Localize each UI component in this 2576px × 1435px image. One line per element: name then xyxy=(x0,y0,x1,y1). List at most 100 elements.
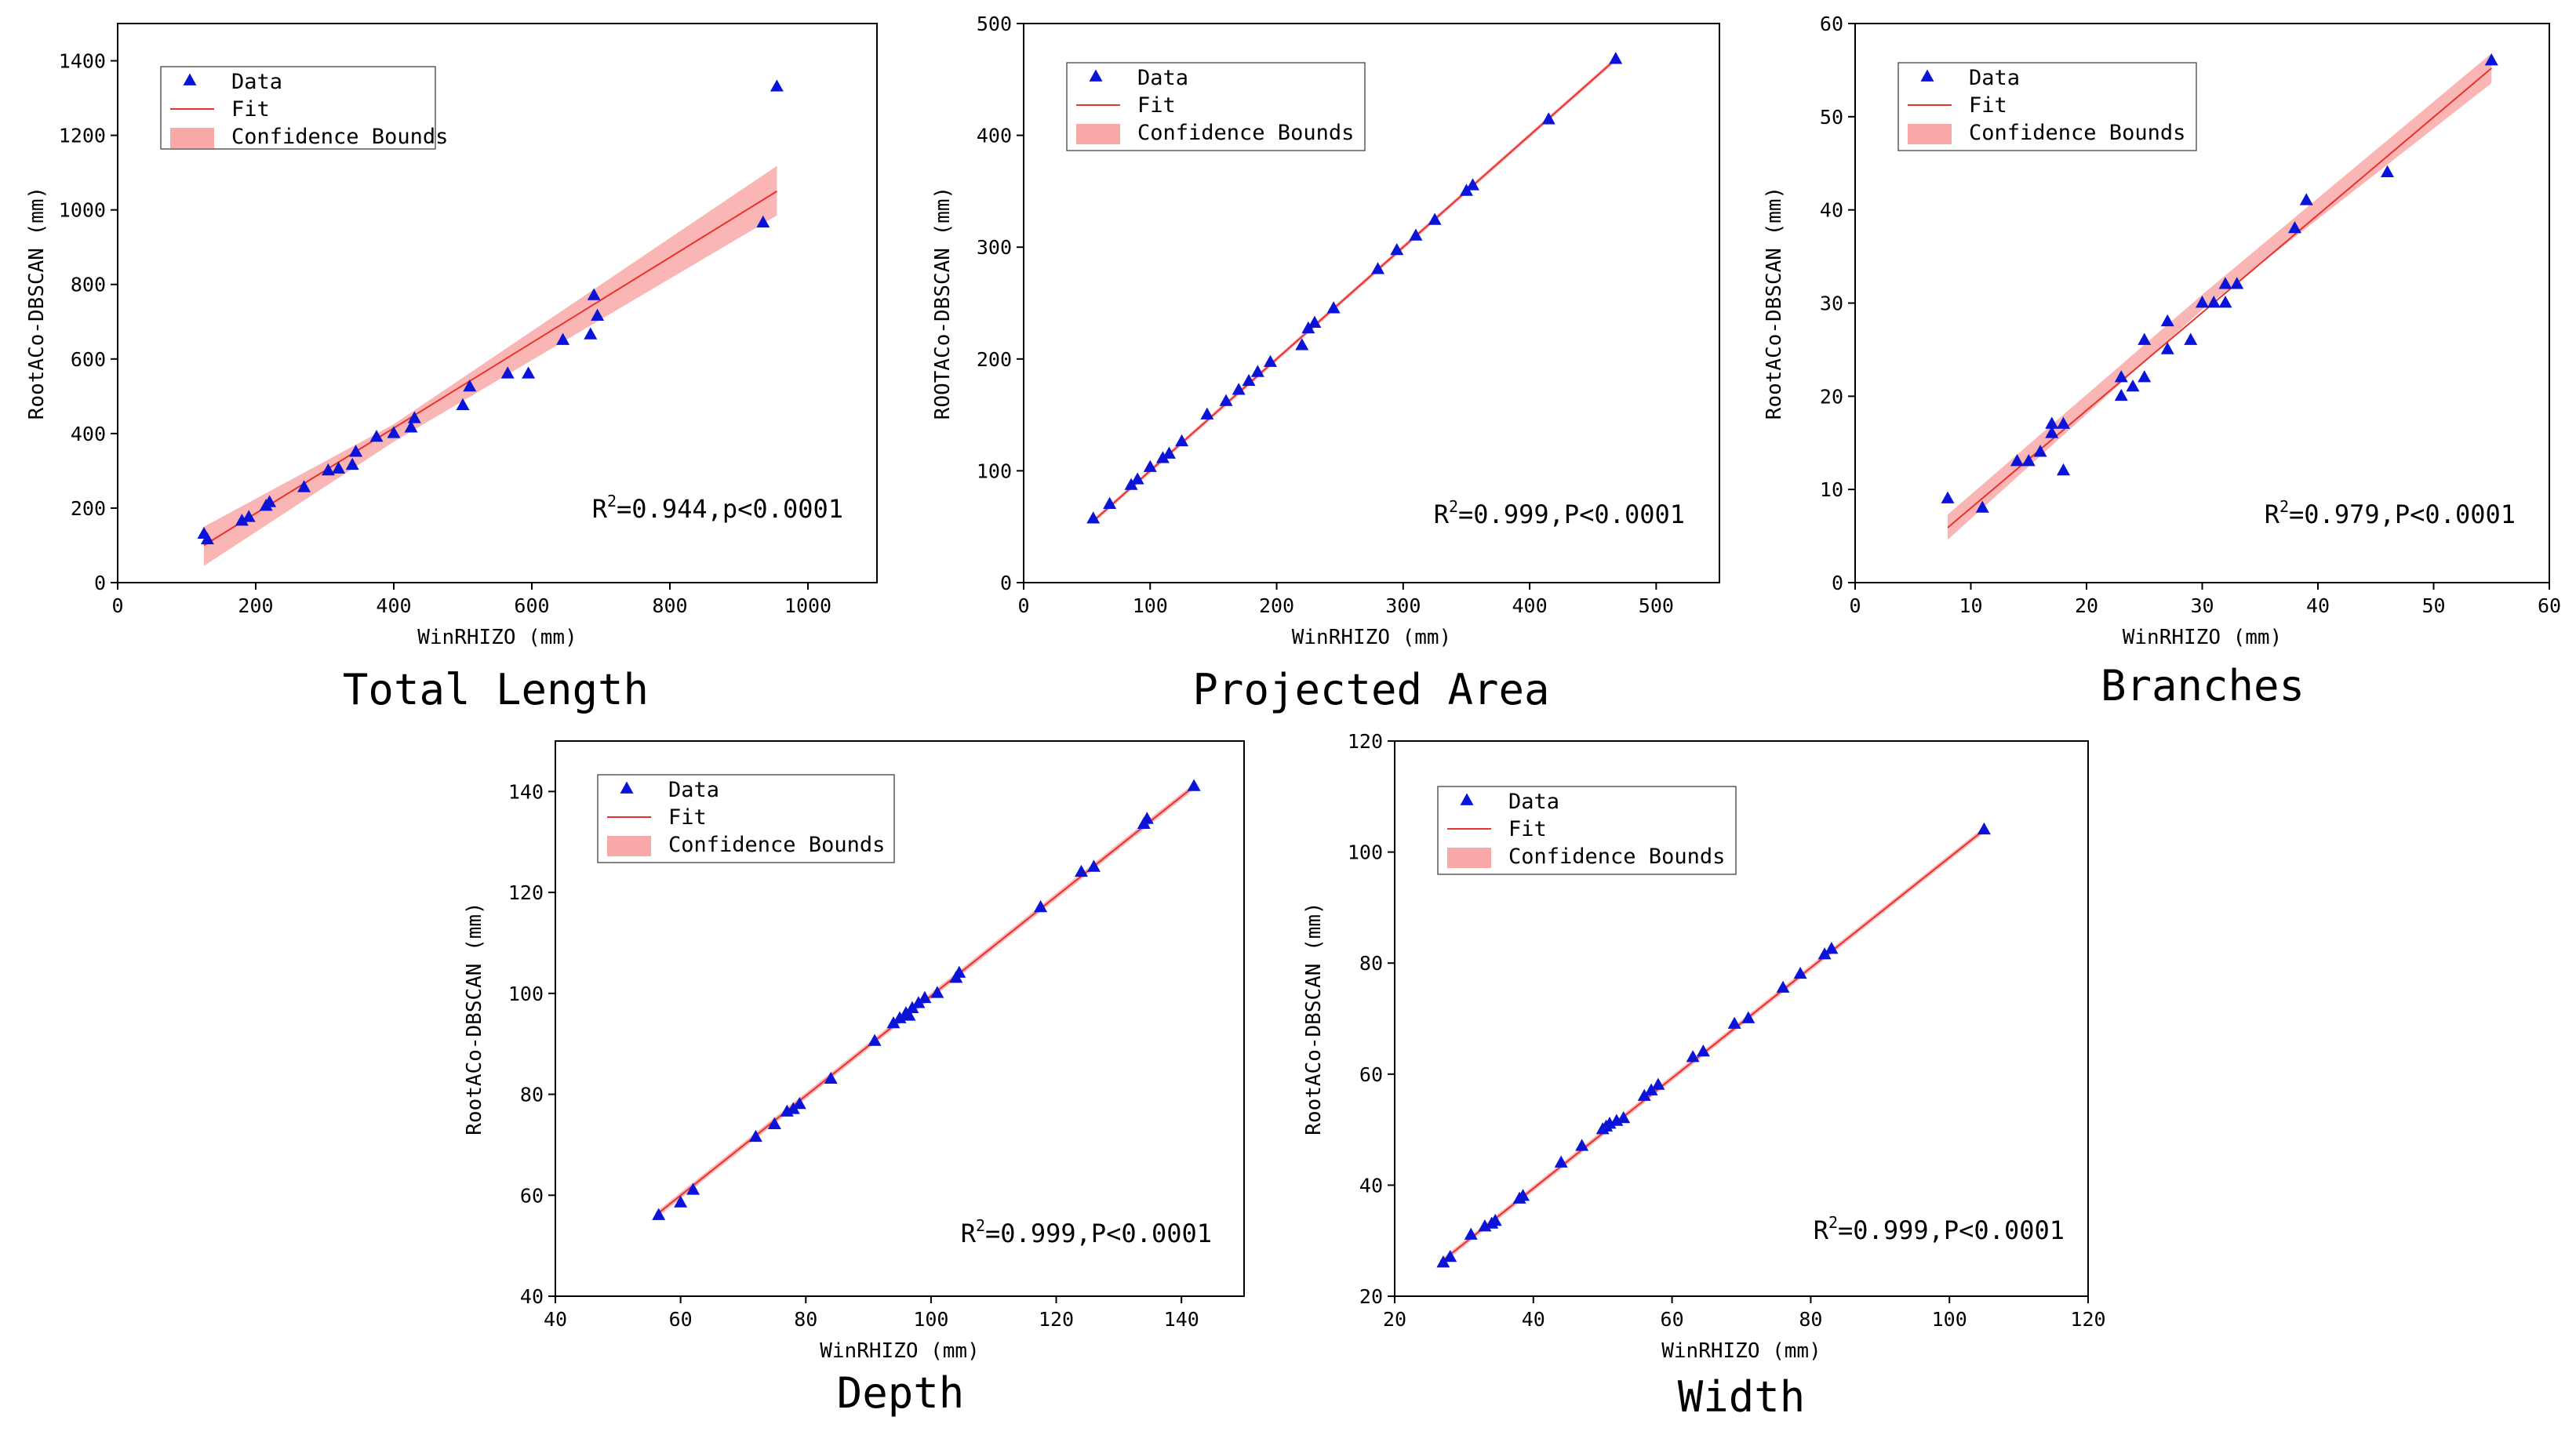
data-point xyxy=(1074,864,1088,877)
stat-superscript: 2 xyxy=(1449,497,1458,516)
data-point xyxy=(1793,966,1807,979)
y-axis-label: RootACo-DBSCAN (mm) xyxy=(1302,902,1326,1135)
legend: Data Fit Confidence Bounds xyxy=(1437,786,1737,875)
data-point xyxy=(1696,1044,1710,1057)
stat-annotation: R2=0.999,P<0.0001 xyxy=(1814,1213,2065,1245)
x-tick-label: 80 xyxy=(1799,1308,1822,1331)
stat-superscript: 2 xyxy=(1828,1213,1838,1232)
y-tick-label: 100 xyxy=(977,460,1012,482)
data-point xyxy=(1651,1077,1665,1090)
data-point xyxy=(2207,296,2221,308)
data-point xyxy=(2114,370,2128,383)
data-point xyxy=(463,379,477,392)
data-point xyxy=(1130,472,1144,485)
stat-superscript: 2 xyxy=(607,492,617,510)
legend-label-data: Data xyxy=(1969,66,2020,90)
legend: Data Fit Confidence Bounds xyxy=(160,66,448,150)
x-tick-label: 50 xyxy=(2421,594,2445,617)
data-point xyxy=(1155,451,1170,463)
x-axis-label: WinRHIZO (mm) xyxy=(820,1339,980,1363)
data-point xyxy=(1263,354,1277,367)
data-point xyxy=(1034,899,1048,913)
chart-panel-5: 20 40 60 80 100 120 20 40 60 80 100 120 WinRHIZO (mm… xyxy=(1302,730,2106,1422)
y-tick-label: 60 xyxy=(520,1184,544,1207)
data-point xyxy=(1140,812,1154,824)
x-tick-label: 200 xyxy=(238,594,273,617)
data-point xyxy=(1516,1189,1530,1201)
chart-panel-4: 40 60 80 100 120 140 40 60 80 100 120 140 WinRHIZO (… xyxy=(463,740,1245,1418)
data-point xyxy=(404,420,418,433)
stat-prefix: R xyxy=(1434,500,1450,529)
data-point xyxy=(2230,277,2244,289)
chart-panel-3: 0 10 20 30 40 50 60 0 10 20 30 40 50 60 WinRHIZO (mm) R… xyxy=(1763,13,2561,710)
legend-marker-bounds xyxy=(170,128,214,148)
y-tick-label: 100 xyxy=(1348,841,1383,864)
y-tick-label: 0 xyxy=(1832,572,1843,594)
data-point xyxy=(369,430,384,442)
data-point xyxy=(767,1117,781,1129)
data-point xyxy=(2033,445,2047,457)
x-tick-label: 100 xyxy=(1133,594,1168,617)
data-point xyxy=(1686,1050,1700,1063)
legend-label-fit: Fit xyxy=(668,805,707,830)
data-point xyxy=(686,1183,700,1195)
data-point xyxy=(407,411,421,423)
data-point xyxy=(332,461,346,474)
stat-annotation: R2=0.979,P<0.0001 xyxy=(2265,497,2516,529)
panel-title: Branches xyxy=(2101,661,2305,710)
data-point xyxy=(1187,779,1201,791)
data-point xyxy=(2138,370,2152,383)
data-point xyxy=(1308,315,1322,328)
y-tick-label: 1200 xyxy=(59,125,106,147)
data-point xyxy=(2184,332,2198,345)
data-point xyxy=(952,965,966,978)
stat-prefix: R xyxy=(592,494,608,524)
data-point xyxy=(2484,53,2498,66)
data-point xyxy=(1103,496,1117,509)
y-tick-label: 0 xyxy=(94,572,106,594)
stat-value: =0.944,p<0.0001 xyxy=(617,494,843,524)
y-tick-label: 50 xyxy=(1820,106,1843,129)
x-tick-label: 40 xyxy=(544,1308,567,1331)
data-point xyxy=(1466,178,1480,191)
y-tick-label: 600 xyxy=(71,348,106,371)
data-point xyxy=(2021,454,2036,467)
y-tick-label: 40 xyxy=(520,1285,544,1308)
legend-marker-data xyxy=(1920,69,1934,82)
x-tick-label: 100 xyxy=(1932,1308,1967,1331)
data-point xyxy=(2218,296,2232,308)
data-point xyxy=(2045,426,2059,438)
legend-marker-bounds xyxy=(1447,848,1491,868)
y-tick-label: 300 xyxy=(977,236,1012,259)
legend-label-fit: Fit xyxy=(1137,93,1176,118)
data-point xyxy=(1727,1016,1741,1029)
x-tick-label: 400 xyxy=(376,594,411,617)
data-point xyxy=(1200,407,1214,420)
panel-title: Width xyxy=(1678,1372,1806,1422)
stat-value: =0.999,P<0.0001 xyxy=(985,1219,1212,1248)
legend-marker-data xyxy=(183,73,197,85)
legend-marker-bounds xyxy=(1076,124,1120,144)
legend-label-data: Data xyxy=(668,778,719,802)
y-tick-label: 10 xyxy=(1820,478,1843,501)
stat-value: =0.999,P<0.0001 xyxy=(1838,1215,2065,1245)
x-tick-label: 0 xyxy=(111,594,123,617)
data-point xyxy=(242,510,256,522)
y-tick-label: 1400 xyxy=(59,50,106,73)
x-tick-label: 0 xyxy=(1017,594,1029,617)
x-tick-label: 1000 xyxy=(784,594,831,617)
chart-panel-1: 0 200 400 600 800 1000 0 200 400 600 800 1000 1200 14… xyxy=(25,23,878,714)
panel-title: Projected Area xyxy=(1192,665,1549,714)
data-point xyxy=(1086,859,1101,872)
y-tick-label: 140 xyxy=(508,780,544,803)
legend-marker-data xyxy=(620,781,634,794)
fit-line xyxy=(203,191,777,547)
confidence-band xyxy=(1948,53,2492,540)
data-point xyxy=(1644,1083,1658,1095)
data-point xyxy=(1776,980,1790,993)
data-point xyxy=(2057,463,2070,476)
data-point xyxy=(345,457,359,470)
legend-label-bounds: Confidence Bounds xyxy=(231,125,448,149)
stat-superscript: 2 xyxy=(2279,497,2289,516)
